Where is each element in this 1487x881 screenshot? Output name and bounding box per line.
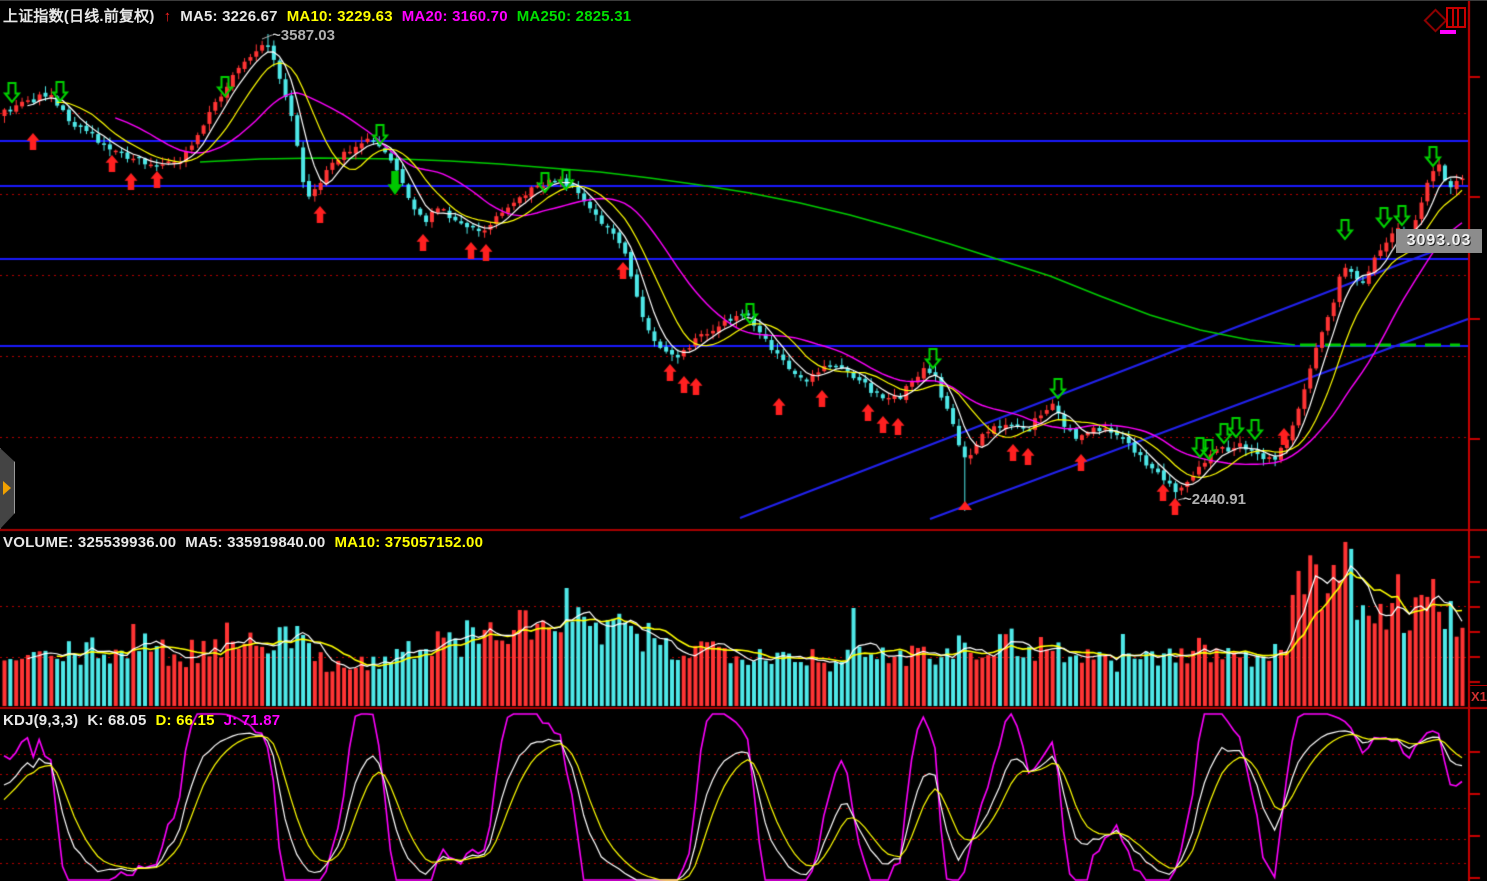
- expand-arrow-icon: [3, 481, 11, 495]
- volume-value: VOLUME: 325539936.00: [3, 534, 177, 551]
- volume-scale-badge[interactable]: X1: [1468, 685, 1487, 709]
- kdj-indicator-name[interactable]: KDJ(9,3,3): [3, 712, 79, 729]
- symbol-title: 上证指数(日线.前复权): [3, 8, 155, 25]
- maximize-window-icon[interactable]: [1446, 7, 1466, 28]
- ma10-value: MA10: 3229.63: [286, 8, 393, 25]
- volume-pane-header: VOLUME: 325539936.00 MA5: 335919840.00 MA1…: [3, 534, 492, 551]
- right-axis-price-tag: 3093.03: [1396, 229, 1482, 253]
- volume-ma5-value: MA5: 335919840.00: [185, 534, 326, 551]
- minimize-dash-icon[interactable]: [1440, 30, 1456, 34]
- ma250-value: MA250: 2825.31: [516, 8, 632, 25]
- trough-price-annotation: ~2440.91: [1183, 491, 1246, 508]
- up-arrow-icon: ↑: [163, 8, 172, 25]
- kdj-d-value: D: 66.15: [155, 712, 215, 729]
- peak-price-annotation: ~3587.03: [272, 27, 335, 44]
- ma5-value: MA5: 3226.67: [180, 8, 278, 25]
- window-icon-bar: [1452, 9, 1454, 26]
- kdj-k-value: K: 68.05: [87, 712, 147, 729]
- window-icon-bar: [1457, 9, 1459, 26]
- kdj-j-value: J: 71.87: [223, 712, 281, 729]
- volume-ma10-value: MA10: 375057152.00: [334, 534, 484, 551]
- ma20-value: MA20: 3160.70: [401, 8, 508, 25]
- main-chart-header: 上证指数(日线.前复权) ↑ MA5: 3226.67 MA10: 3229.63 MA…: [3, 5, 640, 26]
- kdj-pane-header: KDJ(9,3,3) K: 68.05 D: 66.15 J: 71.87: [3, 712, 289, 729]
